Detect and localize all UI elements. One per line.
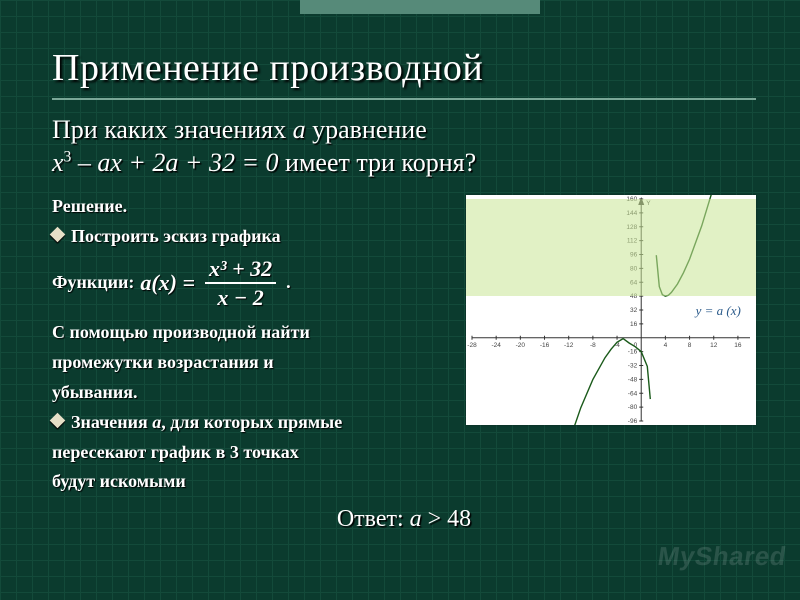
diamond-icon xyxy=(50,227,66,243)
watermark: MyShared xyxy=(656,541,789,572)
svg-text:-32: -32 xyxy=(628,363,638,370)
functions-label: Функции: xyxy=(52,269,134,297)
var-a: a xyxy=(293,115,306,144)
svg-text:-64: -64 xyxy=(628,390,638,397)
bullet-item: Построить эскиз графика xyxy=(52,223,448,251)
var-a: a xyxy=(152,412,161,432)
svg-text:-24: -24 xyxy=(491,342,501,349)
var-a: a xyxy=(410,506,422,532)
chart-curve-label: y = a (x) xyxy=(696,303,741,319)
svg-text:-28: -28 xyxy=(467,342,477,349)
period: . xyxy=(286,269,291,297)
bullet-item: Значения a, для которых прямые xyxy=(52,409,448,437)
numerator: x³ + 32 xyxy=(205,257,276,280)
text: Значения xyxy=(71,412,152,432)
svg-text:-12: -12 xyxy=(564,342,574,349)
text-line: пересекают график в 3 точках xyxy=(52,439,448,467)
svg-text:-16: -16 xyxy=(628,349,638,356)
answer: Ответ: a > 48 xyxy=(52,506,756,533)
eq-mid: – ax + 2a + 32 = 0 xyxy=(71,148,278,177)
accent-bar xyxy=(300,0,540,14)
denominator: x − 2 xyxy=(213,286,267,309)
page-title: Применение производной xyxy=(52,46,756,100)
svg-text:8: 8 xyxy=(688,342,692,349)
svg-text:-96: -96 xyxy=(628,418,638,425)
solution-text: Решение. Построить эскиз графика Функции… xyxy=(52,191,448,498)
svg-text:-48: -48 xyxy=(628,376,638,383)
text: При каких значениях xyxy=(52,115,293,144)
text: > 48 xyxy=(422,506,472,532)
slide: Применение производной При каких значени… xyxy=(0,0,800,533)
svg-text:4: 4 xyxy=(664,342,668,349)
svg-text:-8: -8 xyxy=(590,342,596,349)
text: имеет три корня? xyxy=(279,148,477,177)
text: Ответ: xyxy=(337,506,410,532)
diamond-icon xyxy=(50,412,66,428)
svg-text:16: 16 xyxy=(630,321,638,328)
fraction-bar xyxy=(205,282,276,284)
text: уравнение xyxy=(306,115,427,144)
problem-statement: При каких значениях a уравнение x3 – ax … xyxy=(52,114,756,179)
text-line: убывания. xyxy=(52,379,448,407)
function-line: Функции: a(x) = x³ + 32 x − 2 . xyxy=(52,257,448,309)
text-line: промежутки возрастания и xyxy=(52,349,448,377)
chart: Y-28-24-20-16-12-8-4481216-96-80-64-48-3… xyxy=(466,195,756,425)
svg-text:-16: -16 xyxy=(540,342,550,349)
svg-text:16: 16 xyxy=(734,342,742,349)
fraction: x³ + 32 x − 2 xyxy=(205,257,276,309)
svg-text:-80: -80 xyxy=(628,404,638,411)
bullet-text: Построить эскиз графика xyxy=(71,223,281,251)
text: , для которых прямые xyxy=(161,412,342,432)
svg-text:12: 12 xyxy=(710,342,718,349)
svg-text:32: 32 xyxy=(630,307,638,314)
bullet-text: Значения a, для которых прямые xyxy=(71,409,342,437)
solution-label: Решение. xyxy=(52,193,448,221)
content-row: Решение. Построить эскиз графика Функции… xyxy=(52,191,756,498)
eq-x: x xyxy=(52,148,64,177)
text-line: будут искомыми xyxy=(52,468,448,496)
svg-text:-20: -20 xyxy=(516,342,526,349)
text-line: С помощью производной найти xyxy=(52,319,448,347)
func-lhs: a(x) = xyxy=(140,266,195,300)
chart-shaded-band xyxy=(466,199,756,296)
